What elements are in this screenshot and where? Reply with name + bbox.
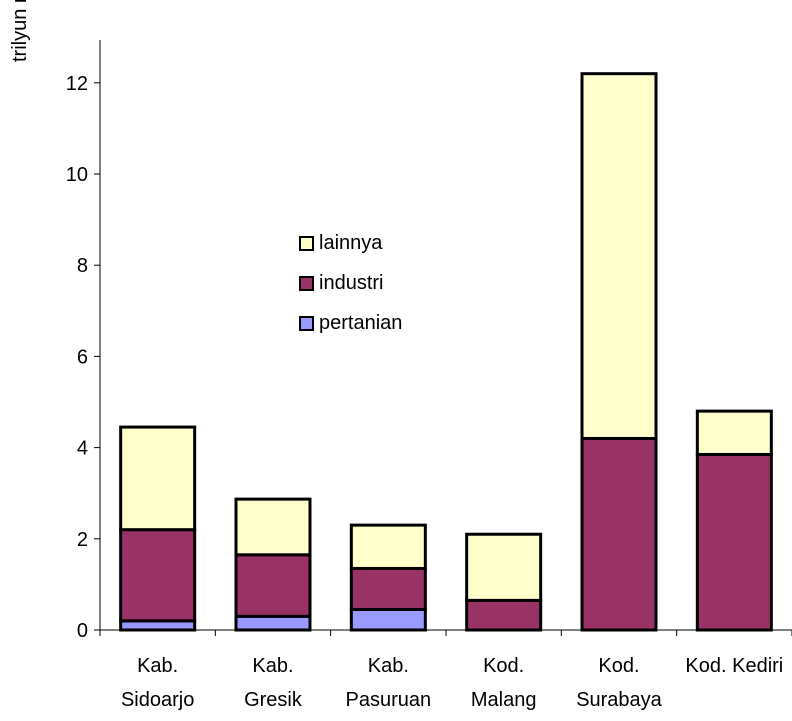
bar-lainnya bbox=[580, 72, 658, 440]
y-axis-title: trilyun rupiah bbox=[9, 0, 31, 62]
bar-lainnya bbox=[695, 409, 773, 456]
bar-lainnya bbox=[234, 497, 312, 557]
x-tick-label: Kab. bbox=[137, 655, 178, 677]
bar-lainnya bbox=[119, 425, 197, 532]
bar-industri bbox=[695, 452, 773, 632]
y-tick-label: 6 bbox=[77, 346, 88, 368]
y-tick-label: 10 bbox=[66, 164, 88, 186]
bar-industri bbox=[580, 436, 658, 632]
x-tick-label: Sidoarjo bbox=[121, 689, 194, 711]
legend-label-industri: industri bbox=[319, 272, 383, 294]
bar-pertanian bbox=[349, 607, 427, 632]
x-tick-label: Gresik bbox=[244, 689, 303, 711]
legend-label-pertanian: pertanian bbox=[319, 312, 402, 334]
x-tick-label: Surabaya bbox=[576, 689, 662, 711]
y-tick-label: 12 bbox=[66, 73, 88, 95]
legend-swatch-pertanian bbox=[299, 316, 314, 331]
bar-industri bbox=[119, 528, 197, 623]
x-tick-label: Kod. bbox=[483, 655, 524, 677]
bar-industri bbox=[465, 598, 543, 632]
y-tick-label: 4 bbox=[77, 438, 88, 460]
bar-lainnya bbox=[465, 532, 543, 602]
legend-label-lainnya: lainnya bbox=[319, 232, 383, 254]
bar-industri bbox=[349, 566, 427, 611]
y-tick-label: 2 bbox=[77, 529, 88, 551]
x-tick-label: Pasuruan bbox=[346, 689, 432, 711]
legend-swatch-lainnya bbox=[299, 236, 314, 251]
x-tick-label: Kab. bbox=[368, 655, 409, 677]
y-tick-label: 0 bbox=[77, 620, 88, 642]
x-tick-label: Kod. bbox=[598, 655, 639, 677]
x-tick-label: Kod. Kediri bbox=[685, 655, 783, 677]
x-tick-label: Kab. bbox=[252, 655, 293, 677]
bar-industri bbox=[234, 553, 312, 618]
legend-swatch-industri bbox=[299, 276, 314, 291]
y-tick-label: 8 bbox=[77, 255, 88, 277]
x-tick-label: Malang bbox=[471, 689, 537, 711]
bar-lainnya bbox=[349, 523, 427, 570]
bar-pertanian bbox=[234, 614, 312, 632]
